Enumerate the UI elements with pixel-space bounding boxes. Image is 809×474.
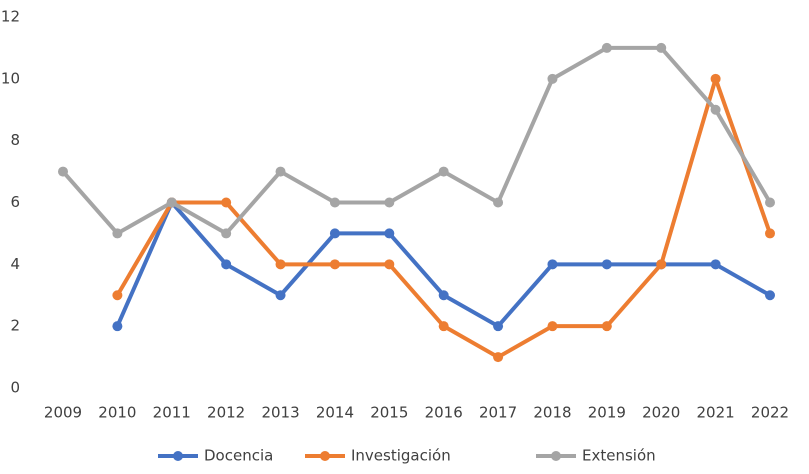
point	[329, 259, 340, 270]
point	[547, 259, 558, 270]
point	[221, 197, 232, 208]
legend-marker	[320, 451, 330, 461]
point	[112, 228, 123, 239]
point	[547, 73, 558, 84]
y-tick-label: 0	[10, 379, 20, 397]
point	[656, 259, 667, 270]
point	[58, 166, 68, 177]
x-tick-label: 2017	[479, 404, 517, 422]
point	[765, 197, 775, 208]
x-tick-label: 2016	[425, 404, 463, 422]
x-tick-label: 2019	[588, 404, 626, 422]
point	[329, 197, 340, 208]
point	[438, 321, 449, 332]
point	[221, 259, 232, 270]
x-tick-label: 2022	[751, 404, 789, 422]
point	[166, 197, 177, 208]
point	[438, 166, 449, 177]
point	[710, 104, 721, 115]
point	[765, 290, 775, 301]
x-tick-label: 2020	[642, 404, 680, 422]
x-tick-label: 2010	[98, 404, 136, 422]
point	[493, 321, 504, 332]
x-tick-label: 2015	[370, 404, 408, 422]
x-tick-label: 2012	[207, 404, 245, 422]
legend-label: Investigación	[351, 447, 451, 465]
point	[493, 197, 504, 208]
point	[329, 228, 340, 239]
x-tick-label: 2011	[153, 404, 191, 422]
point	[493, 352, 504, 363]
point	[710, 73, 721, 84]
point	[112, 321, 123, 332]
y-tick-label: 6	[10, 193, 20, 211]
legend-label: Extensión	[582, 447, 656, 465]
x-tick-label: 2018	[533, 404, 571, 422]
y-tick-label: 4	[10, 255, 20, 273]
point	[547, 321, 558, 332]
point	[112, 290, 123, 301]
point	[438, 290, 449, 301]
point	[384, 197, 395, 208]
legend-label: Docencia	[204, 447, 273, 465]
point	[384, 259, 395, 270]
y-tick-label: 12	[1, 8, 20, 26]
point	[275, 259, 286, 270]
series-line	[115, 76, 772, 360]
x-tick-label: 2009	[44, 404, 82, 422]
point	[601, 259, 612, 270]
point	[656, 42, 667, 53]
legend-marker	[173, 451, 183, 461]
y-tick-label: 2	[10, 317, 20, 335]
point	[384, 228, 395, 239]
point	[275, 290, 286, 301]
legend-marker	[551, 451, 561, 461]
point	[601, 321, 612, 332]
x-tick-label: 2013	[261, 404, 299, 422]
point	[221, 228, 232, 239]
y-tick-label: 8	[10, 131, 20, 149]
point	[765, 228, 775, 239]
point	[601, 42, 612, 53]
series-line	[61, 45, 772, 236]
point	[710, 259, 721, 270]
point	[275, 166, 286, 177]
x-tick-label: 2014	[316, 404, 354, 422]
x-tick-label: 2021	[697, 404, 735, 422]
y-tick-label: 10	[1, 69, 20, 87]
